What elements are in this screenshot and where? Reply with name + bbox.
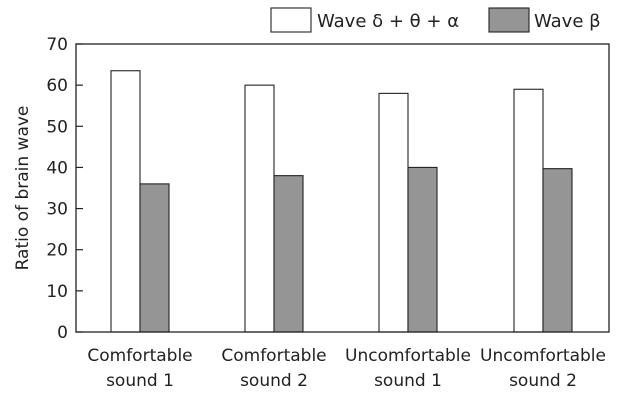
- y-tick-label: 30: [46, 200, 68, 220]
- y-tick-label: 50: [46, 117, 68, 137]
- y-axis: 0 10 20 30 40 50 60 70: [46, 35, 83, 343]
- x-category-label: sound 1: [374, 371, 442, 391]
- bar-beta: [273, 175, 304, 333]
- bar-delta-theta-alpha: [378, 92, 409, 333]
- bar-beta: [139, 183, 170, 333]
- y-axis-title: Ratio of brain wave: [13, 106, 33, 271]
- bar-delta-theta-alpha: [244, 84, 275, 333]
- y-tick-label: 0: [57, 323, 68, 343]
- x-category-label: sound 2: [509, 371, 577, 391]
- bar-delta-theta-alpha: [513, 88, 544, 333]
- legend-label: Wave δ + θ + α: [317, 11, 459, 32]
- y-tick-label: 60: [46, 76, 68, 96]
- legend-swatch: [488, 7, 530, 33]
- x-category-label: Comfortable: [87, 346, 192, 366]
- legend-swatch: [270, 7, 312, 33]
- x-category-label: Uncomfortable: [345, 346, 471, 366]
- bar-delta-theta-alpha: [110, 70, 141, 333]
- x-category-label: sound 2: [240, 371, 308, 391]
- x-category-label: Uncomfortable: [480, 346, 606, 366]
- bar-beta: [407, 166, 438, 333]
- bar-beta: [542, 168, 573, 333]
- legend-label: Wave β: [534, 11, 601, 32]
- y-tick-label: 20: [46, 241, 68, 261]
- x-category-label: Comfortable: [221, 346, 326, 366]
- legend: Wave δ + θ + α Wave β: [270, 7, 601, 33]
- x-category-label: sound 1: [106, 371, 174, 391]
- bars: [110, 70, 573, 333]
- x-axis: Comfortable sound 1 Comfortable sound 2 Unco…: [87, 346, 606, 391]
- plot-frame: [75, 43, 610, 333]
- y-tick-label: 40: [46, 158, 68, 178]
- y-tick-label: 70: [46, 35, 68, 55]
- y-tick-label: 10: [46, 282, 68, 302]
